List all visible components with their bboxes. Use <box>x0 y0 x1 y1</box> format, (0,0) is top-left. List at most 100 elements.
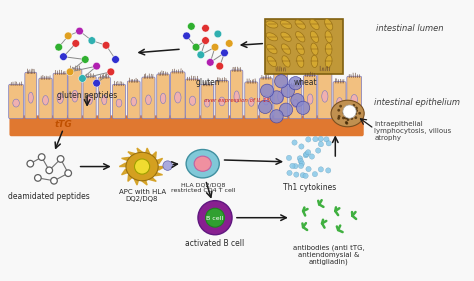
Circle shape <box>324 137 329 142</box>
Text: activated B cell: activated B cell <box>185 239 245 248</box>
Circle shape <box>355 109 358 112</box>
Ellipse shape <box>126 152 158 181</box>
Ellipse shape <box>194 156 211 171</box>
Ellipse shape <box>219 97 225 106</box>
Circle shape <box>316 148 321 153</box>
FancyBboxPatch shape <box>68 69 82 119</box>
Circle shape <box>211 43 219 51</box>
Circle shape <box>226 40 233 47</box>
Circle shape <box>337 115 340 118</box>
FancyBboxPatch shape <box>333 82 346 119</box>
FancyBboxPatch shape <box>39 78 52 119</box>
Circle shape <box>79 75 86 82</box>
Circle shape <box>66 68 74 76</box>
Circle shape <box>206 208 225 227</box>
Circle shape <box>298 158 303 164</box>
Circle shape <box>183 32 191 40</box>
Ellipse shape <box>281 32 291 41</box>
Ellipse shape <box>331 100 364 127</box>
FancyBboxPatch shape <box>157 74 170 119</box>
Circle shape <box>297 156 302 161</box>
Circle shape <box>355 112 357 115</box>
Circle shape <box>350 108 353 110</box>
Text: B cell: B cell <box>207 216 224 221</box>
Text: HLA DQ2/DQ8
restricted CD4 T cell: HLA DQ2/DQ8 restricted CD4 T cell <box>171 183 235 193</box>
Circle shape <box>112 56 119 63</box>
Circle shape <box>346 117 349 119</box>
Circle shape <box>57 156 64 162</box>
Polygon shape <box>137 148 143 154</box>
Circle shape <box>292 140 297 145</box>
Circle shape <box>309 154 315 159</box>
Circle shape <box>192 43 200 51</box>
Ellipse shape <box>102 95 107 105</box>
Circle shape <box>51 177 57 184</box>
Circle shape <box>337 109 340 112</box>
Circle shape <box>355 106 358 110</box>
FancyBboxPatch shape <box>347 76 362 119</box>
Circle shape <box>303 153 309 158</box>
Text: intestinal epithelium: intestinal epithelium <box>374 98 460 106</box>
Text: intraepithelial
lymphocytosis, villous
atrophy: intraepithelial lymphocytosis, villous a… <box>374 121 451 141</box>
Circle shape <box>207 58 214 66</box>
Ellipse shape <box>293 100 298 107</box>
Text: gluten peptides: gluten peptides <box>57 91 117 100</box>
Ellipse shape <box>264 96 269 105</box>
Polygon shape <box>122 169 128 175</box>
Text: deamidated peptides: deamidated peptides <box>9 192 90 201</box>
Ellipse shape <box>146 95 151 105</box>
Circle shape <box>72 40 80 47</box>
Circle shape <box>35 175 41 181</box>
FancyBboxPatch shape <box>185 79 200 119</box>
Ellipse shape <box>116 99 122 107</box>
Circle shape <box>46 167 53 174</box>
Circle shape <box>216 62 224 70</box>
Ellipse shape <box>325 31 332 43</box>
Text: wheat: wheat <box>293 78 317 87</box>
Ellipse shape <box>266 33 277 41</box>
Polygon shape <box>128 175 133 181</box>
Polygon shape <box>156 158 163 164</box>
Circle shape <box>345 121 348 124</box>
Circle shape <box>299 161 304 166</box>
Ellipse shape <box>310 19 319 30</box>
Circle shape <box>214 30 222 38</box>
Circle shape <box>318 142 324 147</box>
Circle shape <box>303 173 308 178</box>
Circle shape <box>197 51 205 58</box>
Ellipse shape <box>28 92 33 103</box>
Ellipse shape <box>186 149 219 178</box>
Circle shape <box>318 136 323 142</box>
Polygon shape <box>157 167 165 170</box>
Polygon shape <box>134 179 139 185</box>
Circle shape <box>358 112 361 115</box>
Circle shape <box>287 170 292 176</box>
Circle shape <box>107 68 115 76</box>
Circle shape <box>306 166 311 172</box>
Circle shape <box>64 32 72 40</box>
FancyBboxPatch shape <box>260 78 273 119</box>
Text: gluten: gluten <box>196 78 221 87</box>
Text: APC with HLA
DQ2/DQ8: APC with HLA DQ2/DQ8 <box>118 189 165 202</box>
Circle shape <box>286 155 292 160</box>
Ellipse shape <box>174 92 181 103</box>
Ellipse shape <box>160 93 166 104</box>
Circle shape <box>318 167 324 172</box>
Circle shape <box>339 105 342 108</box>
Ellipse shape <box>296 31 305 42</box>
Circle shape <box>261 84 273 98</box>
FancyBboxPatch shape <box>289 85 302 119</box>
Polygon shape <box>122 157 129 161</box>
Circle shape <box>353 104 355 107</box>
Ellipse shape <box>325 19 333 30</box>
Ellipse shape <box>311 43 318 55</box>
FancyBboxPatch shape <box>303 75 317 119</box>
FancyBboxPatch shape <box>112 84 126 119</box>
Ellipse shape <box>278 91 284 102</box>
Circle shape <box>270 110 283 123</box>
Circle shape <box>27 160 34 167</box>
FancyBboxPatch shape <box>230 70 243 119</box>
Circle shape <box>279 103 292 116</box>
FancyBboxPatch shape <box>318 69 332 119</box>
Ellipse shape <box>205 99 210 107</box>
